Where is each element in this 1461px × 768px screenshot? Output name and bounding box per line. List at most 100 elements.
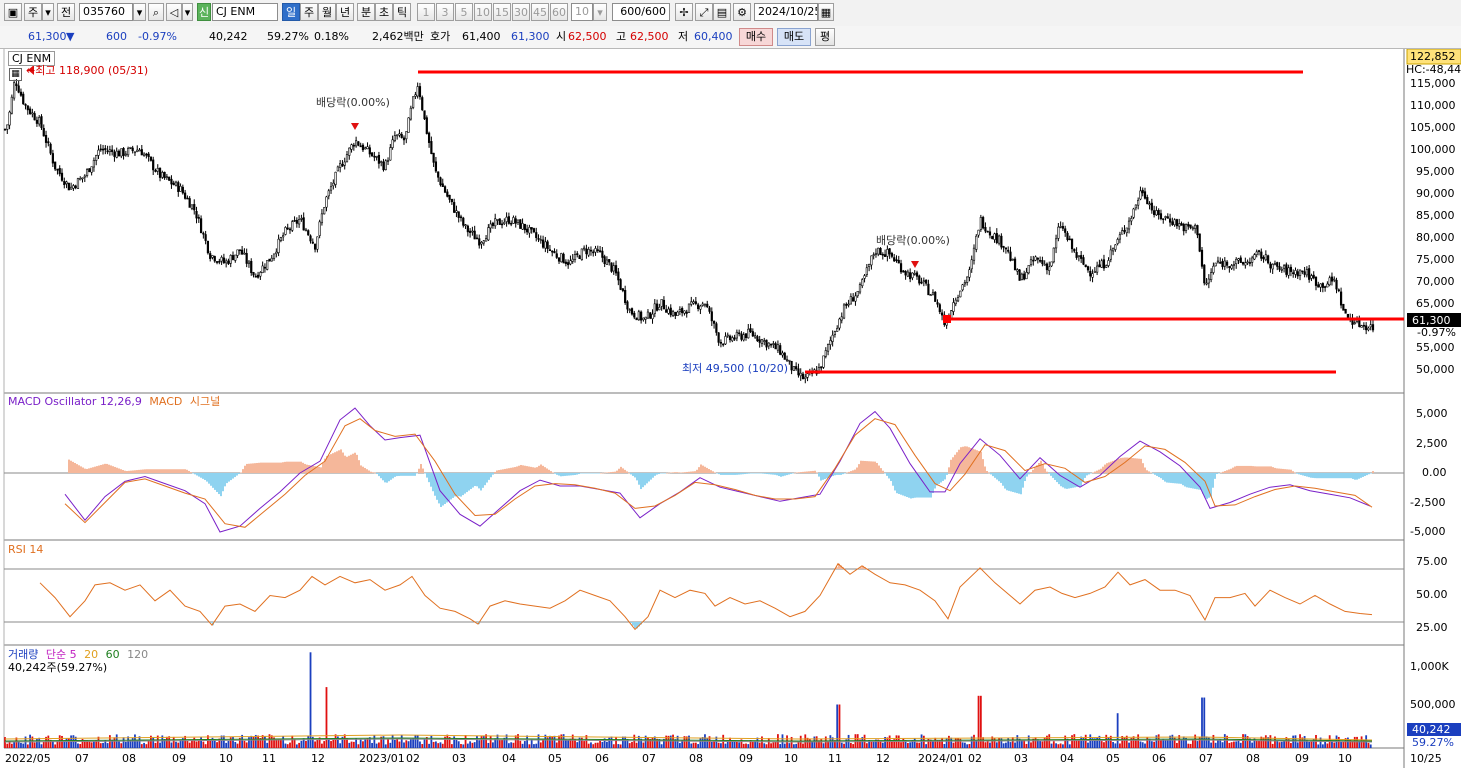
candle-body xyxy=(63,181,66,186)
search-icon[interactable]: ⌕ xyxy=(148,3,164,21)
interval-input[interactable]: 10 xyxy=(571,3,593,21)
volume-bar xyxy=(1201,697,1203,748)
interval-60[interactable]: 60 xyxy=(550,3,568,21)
oscillator-bar xyxy=(1358,473,1360,479)
sell-button[interactable]: 매도 xyxy=(777,28,811,46)
stock-name-field[interactable]: CJ ENM xyxy=(212,3,278,21)
oscillator-bar xyxy=(524,465,526,473)
candle-body xyxy=(266,260,269,270)
buy-button[interactable]: 매수 xyxy=(739,28,773,46)
period-tick[interactable]: 틱 xyxy=(393,3,411,21)
oscillator-bar xyxy=(1270,466,1272,473)
oscillator-bar xyxy=(486,473,488,483)
volume-bar xyxy=(63,740,66,748)
y-tick: 110,000 xyxy=(1410,99,1456,112)
crosshair-icon[interactable]: ✢ xyxy=(675,3,693,21)
interval-45[interactable]: 45 xyxy=(531,3,549,21)
oscillator-bar xyxy=(1062,473,1064,488)
calendar-icon[interactable]: ▦ xyxy=(818,3,834,21)
oscillator-bar xyxy=(894,473,896,491)
oscillator-bar xyxy=(920,473,922,498)
period-month[interactable]: 월 xyxy=(318,3,336,21)
volume-bar xyxy=(204,744,207,748)
top-price-tag-box xyxy=(1406,49,1461,65)
eval-button[interactable]: 평 xyxy=(815,28,835,46)
interval-15[interactable]: 15 xyxy=(493,3,511,21)
macd-osc-title: MACD Oscillator 12,26,9 xyxy=(8,395,142,408)
candle-body xyxy=(382,161,385,171)
oscillator-bar xyxy=(954,454,956,473)
candle-body xyxy=(1319,283,1322,288)
volume-bar xyxy=(181,738,184,748)
oscillator-bar xyxy=(634,473,636,478)
chevron-down-icon[interactable]: ▾ xyxy=(593,3,607,21)
candle-body xyxy=(783,352,786,360)
candle-body xyxy=(553,251,556,254)
candle-body xyxy=(204,234,207,241)
oscillator-bar xyxy=(596,473,598,474)
candle-body xyxy=(416,86,419,97)
interval-30[interactable]: 30 xyxy=(512,3,530,21)
candle-body xyxy=(1007,249,1010,252)
period-minute[interactable]: 분 xyxy=(357,3,375,21)
volume-bar xyxy=(549,735,551,748)
candle-body xyxy=(605,259,609,265)
count-input[interactable]: 600/600 xyxy=(612,3,670,21)
volume-bar xyxy=(350,741,353,748)
period-second[interactable]: 초 xyxy=(375,3,393,21)
chevron-down-icon[interactable]: ▾ xyxy=(182,3,193,21)
volume-bar xyxy=(1269,735,1272,748)
grid-icon[interactable]: ▦ xyxy=(9,68,22,81)
stock-chart[interactable] xyxy=(0,49,1461,768)
oscillator-bar xyxy=(304,463,306,473)
volume-bar xyxy=(152,736,155,748)
candle-body xyxy=(247,261,251,265)
candle-body xyxy=(168,176,171,181)
volume-bar xyxy=(378,742,380,748)
interval-10[interactable]: 10 xyxy=(474,3,492,21)
volume-bar xyxy=(562,734,565,748)
oscillator-bar xyxy=(176,469,178,473)
chevron-down-icon[interactable]: ▾ xyxy=(133,3,146,21)
volume-bar xyxy=(289,742,291,748)
candle-body xyxy=(1200,249,1204,267)
oscillator-bar xyxy=(458,473,460,497)
interval-1[interactable]: 1 xyxy=(417,3,435,21)
candle-body xyxy=(26,105,29,111)
interval-5[interactable]: 5 xyxy=(455,3,473,21)
candle-body xyxy=(1018,269,1021,281)
interval-3[interactable]: 3 xyxy=(436,3,454,21)
oscillator-bar xyxy=(1350,473,1352,479)
candle-body xyxy=(997,235,1001,244)
candle-body xyxy=(1239,257,1242,263)
code-input[interactable]: 035760 xyxy=(79,3,133,21)
save-icon[interactable]: ▤ xyxy=(713,3,731,21)
market-select[interactable]: 주 xyxy=(24,3,42,21)
volume-bar xyxy=(1246,736,1249,748)
volume-bar xyxy=(1340,741,1342,748)
oscillator-bar xyxy=(588,473,590,474)
candle-body xyxy=(692,301,695,304)
oscillator-bar xyxy=(1312,473,1314,478)
period-day[interactable]: 일 xyxy=(282,3,300,21)
oscillator-bar xyxy=(974,449,976,473)
candle-body xyxy=(40,116,43,128)
oscillator-bar xyxy=(810,471,812,473)
date-input[interactable]: 2024/10/25 xyxy=(754,3,818,21)
prev-button[interactable]: 전 xyxy=(57,3,75,21)
expand-icon[interactable]: ⤢ xyxy=(695,3,713,21)
period-year[interactable]: 년 xyxy=(336,3,354,21)
oscillator-bar xyxy=(192,473,194,474)
volume-bar xyxy=(966,744,969,748)
candle-body xyxy=(931,292,935,295)
gear-icon[interactable]: ⚙ xyxy=(733,3,751,21)
oscillator-bar xyxy=(1362,473,1364,477)
oscillator-bar xyxy=(760,473,762,474)
period-week[interactable]: 주 xyxy=(300,3,318,21)
layout-icon[interactable]: ▣ xyxy=(4,3,22,21)
chevron-down-icon[interactable]: ▾ xyxy=(42,3,54,21)
candle-body xyxy=(1130,218,1133,222)
oscillator-bar xyxy=(1294,472,1296,474)
speaker-icon[interactable]: ◁ xyxy=(166,3,182,21)
interval-label: 45 xyxy=(533,6,547,19)
